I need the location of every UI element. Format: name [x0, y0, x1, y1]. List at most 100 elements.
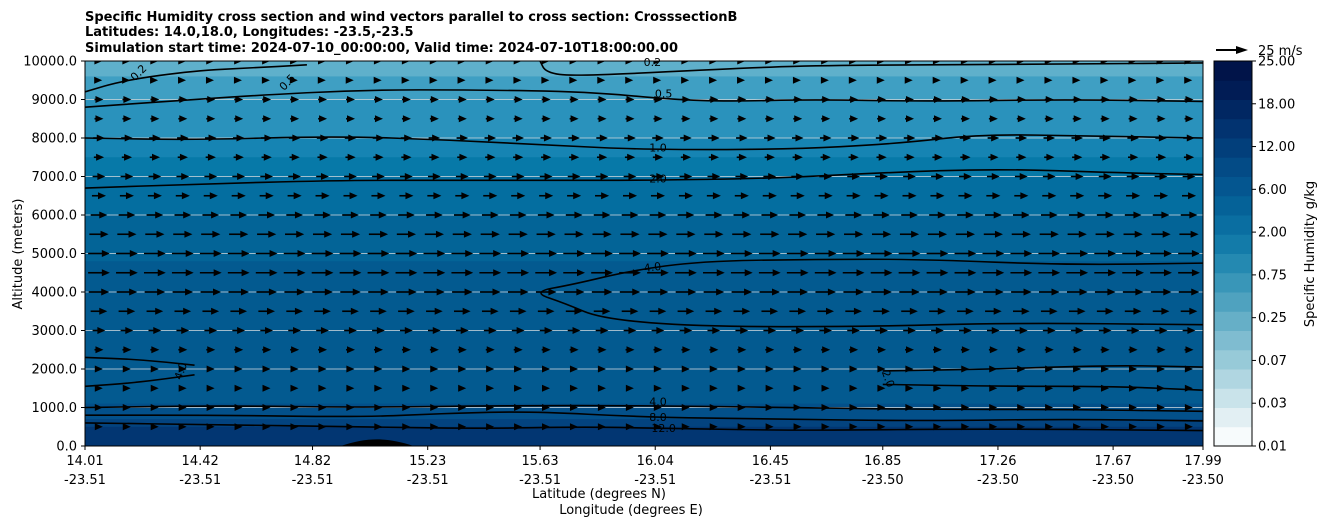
wind-vector-head	[1073, 423, 1082, 431]
wind-vector-head	[514, 365, 523, 373]
wind-vector-head	[206, 365, 215, 373]
wind-vector-head	[1073, 384, 1082, 392]
wind-vector-head	[744, 288, 753, 296]
wind-vector-head	[988, 76, 997, 84]
wind-vector	[1095, 230, 1115, 238]
wind-vector-head	[157, 250, 166, 257]
wind-vector	[705, 211, 723, 219]
wind-vector	[761, 211, 779, 219]
wind-vector-head	[632, 269, 641, 277]
wind-vector-head	[908, 192, 917, 200]
wind-vector	[451, 250, 474, 257]
wind-vector	[1127, 134, 1139, 142]
wind-vector-head	[542, 365, 551, 373]
wind-vector	[94, 365, 103, 373]
wind-vector	[957, 307, 974, 315]
wind-vector-head	[569, 384, 578, 392]
wind-vector	[679, 173, 693, 180]
wind-vector	[1010, 269, 1033, 277]
wind-vector	[877, 115, 887, 123]
wind-vector-head	[381, 269, 390, 277]
wind-vector	[569, 96, 579, 103]
wind-vector	[898, 269, 921, 277]
wind-vector-head	[1045, 384, 1054, 392]
wind-vector-head	[1102, 153, 1111, 161]
wind-vector	[452, 230, 472, 238]
wind-vector-head	[742, 211, 751, 219]
wind-vector-head	[153, 327, 162, 334]
wind-vector	[1184, 96, 1194, 103]
wind-vector	[791, 327, 805, 334]
wind-vector	[568, 134, 580, 142]
wind-vector-head	[1101, 115, 1110, 123]
wind-vector	[708, 134, 720, 142]
wind-vector-head	[1017, 384, 1026, 392]
wind-vector	[484, 134, 497, 142]
colorbar-segment-18	[1214, 80, 1252, 100]
wind-vector	[94, 384, 103, 392]
wind-vector	[596, 153, 608, 161]
wind-vector-head	[101, 288, 110, 296]
wind-vector-head	[265, 173, 274, 180]
x-tick-label-latitude: 16.04	[637, 454, 674, 469]
wind-vector	[679, 327, 693, 334]
colorbar-segment-13	[1214, 176, 1252, 197]
x-tick-label-latitude: 15.63	[521, 454, 558, 469]
wind-vector-head	[961, 365, 970, 373]
colorbar-segment-17	[1214, 99, 1252, 120]
wind-vector-head	[906, 115, 915, 123]
wind-vector	[1094, 250, 1117, 257]
wind-vector	[1072, 96, 1082, 103]
wind-vector-head	[457, 76, 466, 84]
wind-vector	[988, 76, 997, 84]
wind-vector	[122, 61, 131, 65]
wind-vector-head	[486, 365, 495, 373]
wind-vector-head	[937, 211, 946, 219]
wind-vector-head	[852, 173, 861, 180]
wind-vector	[653, 365, 662, 373]
wind-vector-head	[347, 96, 356, 103]
wind-vector	[989, 365, 998, 373]
wind-vector-head	[404, 134, 413, 142]
wind-vector-head	[1191, 288, 1200, 296]
wind-vector-head	[1131, 327, 1140, 334]
wind-vector	[367, 269, 390, 277]
wind-vector-head	[241, 269, 250, 277]
wind-vector	[758, 250, 781, 257]
y-axis-label: Altitude (meters)	[11, 199, 26, 310]
wind-vector-head	[1108, 250, 1117, 257]
wind-vector	[933, 404, 942, 411]
wind-vector-head	[569, 365, 578, 373]
wind-vector-head	[94, 423, 103, 431]
wind-vector	[1040, 307, 1058, 315]
wind-vector-head	[95, 346, 104, 354]
wind-vector	[178, 404, 187, 411]
wind-vector	[709, 115, 719, 123]
wind-vector-head	[828, 269, 837, 277]
wind-vector-head	[796, 192, 805, 200]
wind-vector-head	[765, 365, 774, 373]
wind-vector	[457, 76, 466, 84]
wind-vector-head	[765, 384, 774, 392]
wind-vector-head	[318, 423, 327, 431]
wind-vector-head	[236, 134, 245, 142]
wind-vector	[290, 423, 299, 431]
wind-vector	[986, 327, 1000, 334]
wind-vector	[234, 61, 243, 65]
wind-vector	[1128, 115, 1138, 123]
wind-vector-head	[1024, 250, 1033, 257]
wind-vector-head	[549, 250, 558, 257]
wind-vector	[513, 115, 523, 123]
x-axis-ticks: 14.01-23.5114.42-23.5114.82-23.5115.23-2…	[64, 446, 1224, 488]
wind-vector	[262, 423, 271, 431]
wind-vector-head	[464, 288, 473, 296]
wind-vector	[206, 61, 215, 65]
wind-vector-head	[1128, 76, 1137, 84]
wind-vector	[621, 307, 639, 315]
wind-vector	[539, 192, 554, 200]
wind-vector	[709, 96, 719, 103]
wind-vector-head	[1186, 153, 1195, 161]
wind-vector	[821, 346, 831, 354]
wind-vector	[1016, 61, 1025, 65]
